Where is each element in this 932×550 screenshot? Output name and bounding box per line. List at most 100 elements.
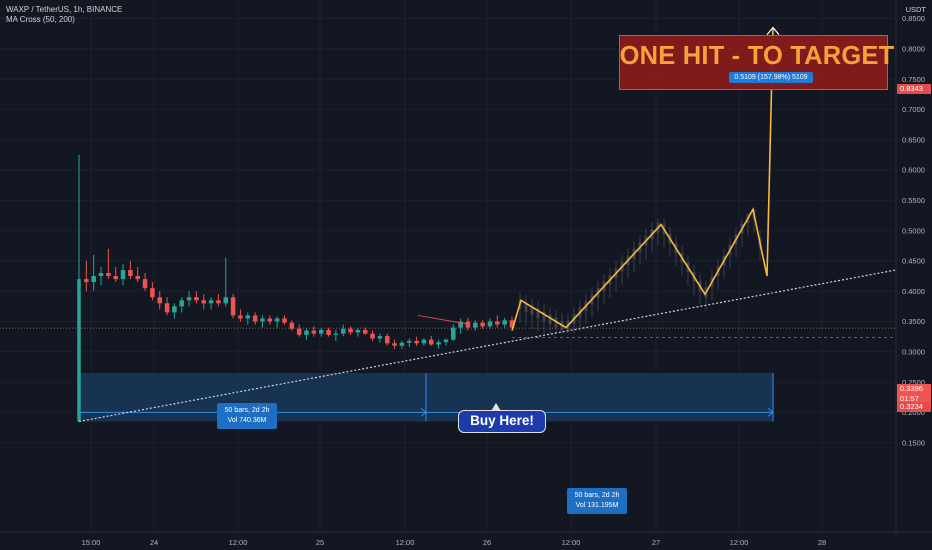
candle-body <box>406 340 412 343</box>
projection-path <box>511 27 774 331</box>
candle-body <box>208 300 214 304</box>
symbol-label[interactable]: WAXP / TetherUS, 1h, BINANCE <box>6 5 123 14</box>
candle-body <box>333 333 339 335</box>
candle-body <box>502 320 507 325</box>
ghost-candle-body <box>530 305 534 316</box>
candle-body <box>77 279 81 422</box>
measure-vol-text: Vol 131.195M <box>575 502 619 509</box>
price-tick-label: 0.5500 <box>902 196 925 205</box>
ghost-candle-body <box>548 314 552 325</box>
target-measure-label: 0.5109 (157.98%) 5109 <box>729 72 813 83</box>
price-axis: 0.1500 0.2000 0.2500 0.3000 0.3500 0.4000 0.45… <box>895 0 925 532</box>
candle-body <box>179 300 185 307</box>
candle-body <box>451 327 456 340</box>
buy-callout-pointer <box>491 403 501 411</box>
resistance-line <box>417 314 471 326</box>
candle-body <box>91 276 96 283</box>
price-tick-label: 0.3000 <box>902 348 925 357</box>
time-tick-label: 12:00 <box>562 538 581 547</box>
candle-body <box>230 297 236 316</box>
candle-body <box>98 273 104 277</box>
candle-body <box>318 329 324 334</box>
candle-body <box>473 322 478 328</box>
candle-body <box>443 339 449 343</box>
time-axis: 15:00 24 12:00 25 12:00 26 12:00 27 12:00 28 <box>0 531 932 547</box>
price-tag-target: 0.8343 <box>897 84 931 94</box>
candle-body <box>186 297 192 301</box>
candle-body <box>135 276 140 280</box>
current-price: 0.3396 <box>900 384 923 393</box>
target-arrowhead <box>766 26 780 35</box>
price-tick-label: 0.2000 <box>902 408 925 417</box>
candle-body <box>362 329 368 334</box>
candle-body <box>458 321 463 328</box>
candles <box>77 154 515 422</box>
price-tick-label: 0.2500 <box>902 378 925 387</box>
time-tick-label: 24 <box>150 538 158 547</box>
candle-body <box>120 269 126 280</box>
price-tick-label: 0.8500 <box>902 14 925 23</box>
candle-body <box>384 336 390 344</box>
candle-body <box>326 329 331 335</box>
price-tick-label: 0.8000 <box>902 45 925 54</box>
time-tick-label: 27 <box>652 538 660 547</box>
candle-body <box>128 269 133 277</box>
candle-body <box>245 315 251 319</box>
ghost-candle-body <box>536 308 540 319</box>
candle-body <box>106 273 111 277</box>
candle-body <box>414 340 419 344</box>
candle-body <box>348 328 353 333</box>
candle-body <box>172 306 177 313</box>
candle-body <box>252 315 258 322</box>
price-tag-current: 0.3396 01:57 <box>897 384 931 404</box>
candle-body <box>480 322 485 327</box>
candle-body <box>238 315 243 319</box>
time-tick-label: 28 <box>818 538 826 547</box>
ghost-candle-body <box>554 317 558 328</box>
time-tick-label: 12:00 <box>396 538 415 547</box>
support-trendline <box>78 269 897 423</box>
measure-bars-text: 50 bars, 2d 2h <box>224 407 270 414</box>
candle-body <box>84 279 89 283</box>
candle-body <box>436 342 441 345</box>
candle-body <box>370 333 375 339</box>
price-tick-label: 0.6500 <box>902 135 925 144</box>
candle-body <box>509 320 515 328</box>
price-tick-label: 0.7500 <box>902 75 925 84</box>
candle-body <box>311 330 317 334</box>
price-tick-label: 0.4000 <box>902 287 925 296</box>
measure-label-left: 50 bars, 2d 2h Vol 740.36M <box>217 403 277 429</box>
price-tick-label: 0.6000 <box>902 166 925 175</box>
time-tick-label: 12:00 <box>229 538 248 547</box>
candle-body <box>274 318 280 322</box>
projection-bars <box>518 209 762 334</box>
indicator-label[interactable]: MA Cross (50, 200) <box>6 15 75 24</box>
time-tick-label: 26 <box>483 538 491 547</box>
candle-body <box>428 339 434 345</box>
buy-callout[interactable]: Buy Here! <box>458 410 546 433</box>
candle-body <box>113 276 118 280</box>
candle-body <box>142 279 148 289</box>
candle-body <box>267 318 273 322</box>
time-tick-label: 12:00 <box>730 538 749 547</box>
candle-body <box>399 342 405 346</box>
candle-body <box>392 343 397 346</box>
candle-body <box>201 300 207 304</box>
target-text: ONE HIT - TO TARGET <box>619 42 895 70</box>
price-tick-label: 0.3500 <box>902 317 925 326</box>
measure-vol-text: Vol 740.36M <box>227 417 267 424</box>
candle-body <box>296 328 302 335</box>
candle-body <box>194 297 199 301</box>
bar-countdown: 01:57 <box>900 393 919 403</box>
ghost-candle-body <box>524 302 528 313</box>
candle-body <box>377 336 383 339</box>
time-tick-label: 25 <box>316 538 324 547</box>
candle-body <box>157 297 163 304</box>
ghost-candle-body <box>542 311 546 322</box>
price-tick-label: 0.1500 <box>902 438 925 447</box>
candle-body <box>216 300 221 304</box>
price-tick-label: 0.7000 <box>902 105 925 114</box>
candle-body <box>223 297 229 304</box>
chart-legend: WAXP / TetherUS, 1h, BINANCE MA Cross (5… <box>6 5 122 25</box>
candle-body <box>260 318 265 322</box>
